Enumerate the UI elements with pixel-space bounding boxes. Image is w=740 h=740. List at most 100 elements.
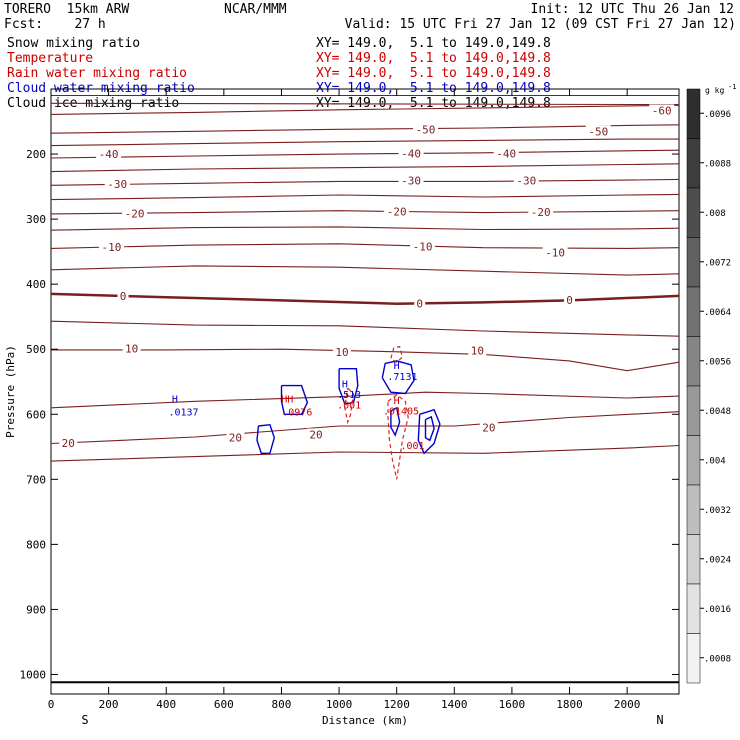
max-value-label: H bbox=[342, 380, 348, 391]
isotherm-label: -20 bbox=[125, 207, 145, 220]
isotherm-line bbox=[50, 444, 680, 462]
field-xs-snow: XY= 149.0, 5.1 to 149.0,149.8 bbox=[316, 36, 551, 51]
isotherm-label: -40 bbox=[401, 147, 421, 160]
isotherm-line bbox=[50, 265, 680, 276]
y-tick-label: 300 bbox=[26, 213, 46, 226]
max-value-label: H bbox=[394, 396, 400, 407]
rain-water-contour bbox=[390, 345, 404, 363]
cloud-water-contour bbox=[256, 423, 276, 454]
isotherm-label: -50 bbox=[416, 123, 436, 136]
isotherm-label-bg bbox=[104, 177, 130, 190]
cloud-water-contour bbox=[417, 408, 441, 455]
max-value-label: H bbox=[172, 395, 178, 406]
isotherm-line bbox=[50, 102, 680, 106]
colorbar-swatch bbox=[686, 435, 701, 486]
isotherm-label: 20 bbox=[309, 428, 322, 441]
colorbar-swatch bbox=[686, 286, 701, 337]
colorbar-level-label: .0088 bbox=[704, 159, 731, 169]
x-tick-label: 800 bbox=[272, 698, 292, 711]
isotherm-label-bg bbox=[479, 421, 498, 434]
cloud-water-contours bbox=[256, 360, 441, 455]
rain-water-contours bbox=[344, 345, 409, 480]
field-xs-rain: XY= 149.0, 5.1 to 149.0,149.8 bbox=[316, 66, 551, 81]
header-valid: Valid: 15 UTC Fri 27 Jan 12 (09 CST Fri … bbox=[344, 17, 736, 32]
rain-water-contour bbox=[387, 394, 409, 480]
isotherm-label: -30 bbox=[516, 175, 536, 188]
cloud-water-contour bbox=[424, 415, 435, 442]
field-name-snow: Snow mixing ratio bbox=[7, 36, 141, 51]
header-init: Init: 12 UTC Thu 26 Jan 12 bbox=[530, 2, 735, 17]
colorbar-swatch bbox=[686, 138, 701, 189]
colorbar: .0096 .0088 .008 .0072 .0064 .0056 .0048 .004 .0… bbox=[686, 83, 736, 684]
max-value-label: .7131 bbox=[387, 372, 417, 383]
colorbar-unit: g kg bbox=[705, 86, 724, 95]
x-tick-label: 1800 bbox=[556, 698, 583, 711]
y-tick-label: 700 bbox=[26, 473, 46, 486]
colorbar-swatch bbox=[686, 187, 701, 238]
x-tick-label: 200 bbox=[99, 698, 119, 711]
x-axis: 0 200 400 600 800 1000 1200 1400 1600 1800 2000Dis… bbox=[48, 89, 664, 727]
isotherm-label: -30 bbox=[401, 175, 421, 188]
isotherm-label: -60 bbox=[652, 104, 672, 117]
isotherm-label-bg bbox=[59, 436, 78, 449]
colorbar-level-label: .0016 bbox=[704, 605, 731, 615]
temperature-isotherms: -60 -50 -50 -40 -40 -40 -30 -30 -30 -20 -20 -20 -10 -… bbox=[50, 94, 680, 462]
colorbar-swatch bbox=[686, 633, 701, 684]
isotherm-label-bg bbox=[398, 174, 424, 187]
isotherm-label-bg bbox=[307, 428, 326, 441]
y-tick-label: 500 bbox=[26, 343, 46, 356]
colorbar-level-label: .0056 bbox=[704, 357, 731, 367]
isotherm-line bbox=[50, 210, 680, 215]
field-name-temperature: Temperature bbox=[7, 51, 94, 66]
colorbar-swatch bbox=[686, 336, 701, 387]
cloud-water-contour bbox=[390, 406, 401, 437]
colorbar-level-label: .0072 bbox=[704, 258, 731, 268]
isotherm-label: -40 bbox=[496, 147, 516, 160]
max-value-label: H bbox=[394, 361, 400, 372]
colorbar-swatch bbox=[686, 534, 701, 585]
isotherm-label: -50 bbox=[588, 125, 608, 138]
isotherm-label-bg bbox=[412, 123, 438, 136]
isotherm-label-bg bbox=[398, 147, 424, 160]
x-tick-label: 2000 bbox=[614, 698, 641, 711]
header-model: TORERO 15km ARW bbox=[4, 2, 130, 17]
y-tick-label: 1000 bbox=[20, 668, 47, 681]
isotherm-line bbox=[50, 391, 680, 409]
x-tick-label: 1600 bbox=[499, 698, 526, 711]
isotherm-label: 20 bbox=[229, 432, 242, 445]
isotherm-line bbox=[50, 104, 680, 115]
colorbar-level-label: .004 bbox=[704, 456, 726, 466]
y-tick-label: 400 bbox=[26, 278, 46, 291]
colorbar-level-label: .0032 bbox=[704, 506, 731, 516]
isotherm-label-bg bbox=[585, 125, 611, 138]
isotherm-label-bg bbox=[226, 431, 245, 444]
isotherm-label: -10 bbox=[545, 246, 565, 259]
isotherm-line bbox=[50, 193, 680, 201]
isotherm-label-bg bbox=[384, 205, 410, 218]
colorbar-swatch bbox=[686, 237, 701, 288]
y-tick-label: 200 bbox=[26, 148, 46, 161]
y-axis-title: Pressure (hPa) bbox=[4, 345, 17, 438]
endpoint-label-south: S bbox=[81, 713, 88, 727]
y-tick-label: 900 bbox=[26, 603, 46, 616]
isotherm-label: 10 bbox=[471, 345, 484, 358]
isotherm-label: 10 bbox=[335, 346, 348, 359]
endpoint-label-north: N bbox=[656, 713, 663, 727]
isotherm-label-bg bbox=[493, 147, 519, 160]
cloud-water-contour bbox=[381, 360, 415, 395]
isotherm-line bbox=[50, 138, 679, 147]
x-axis-title: Distance (km) bbox=[322, 714, 408, 727]
isotherm-label-bg bbox=[117, 289, 129, 302]
isotherm-label-bg bbox=[414, 297, 426, 310]
isotherm-label-bg bbox=[332, 345, 351, 358]
x-tick-label: 600 bbox=[214, 698, 234, 711]
isotherm-label-bg bbox=[98, 241, 124, 254]
colorbar-swatch bbox=[686, 88, 701, 139]
isotherm-label: -10 bbox=[102, 241, 122, 254]
max-value-label: .0137 bbox=[168, 408, 198, 419]
isotherm-label-bg bbox=[96, 148, 122, 161]
isotherm-label: -10 bbox=[413, 240, 433, 253]
colorbar-swatch bbox=[686, 583, 701, 634]
isotherm-label: 0 bbox=[416, 298, 423, 311]
